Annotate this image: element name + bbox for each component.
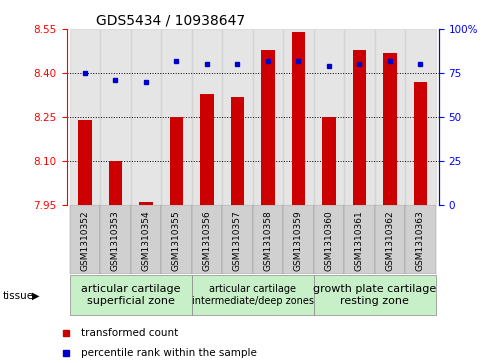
Bar	[139, 202, 153, 205]
Text: ▶: ▶	[32, 291, 39, 301]
Bar	[291, 32, 305, 205]
FancyBboxPatch shape	[192, 205, 222, 274]
FancyBboxPatch shape	[70, 275, 192, 315]
Text: GSM1310362: GSM1310362	[386, 211, 394, 271]
FancyBboxPatch shape	[161, 205, 192, 274]
FancyBboxPatch shape	[405, 205, 436, 274]
FancyBboxPatch shape	[283, 205, 314, 274]
Bar	[108, 161, 122, 205]
Bar	[252, 29, 283, 205]
Text: GSM1310361: GSM1310361	[355, 211, 364, 272]
Text: tissue: tissue	[2, 291, 34, 301]
Text: GSM1310357: GSM1310357	[233, 211, 242, 272]
Text: GSM1310356: GSM1310356	[203, 211, 211, 272]
Text: GSM1310360: GSM1310360	[324, 211, 333, 272]
Text: transformed count: transformed count	[80, 328, 178, 338]
Bar	[161, 29, 192, 205]
Text: GSM1310358: GSM1310358	[263, 211, 273, 272]
FancyBboxPatch shape	[70, 205, 100, 274]
Text: GSM1310359: GSM1310359	[294, 211, 303, 272]
Bar	[375, 29, 405, 205]
Bar	[100, 29, 131, 205]
FancyBboxPatch shape	[100, 205, 131, 274]
Bar	[405, 29, 436, 205]
Text: GSM1310352: GSM1310352	[80, 211, 89, 271]
FancyBboxPatch shape	[314, 205, 344, 274]
FancyBboxPatch shape	[192, 275, 314, 315]
Bar	[222, 29, 252, 205]
FancyBboxPatch shape	[131, 205, 161, 274]
FancyBboxPatch shape	[222, 205, 252, 274]
Text: GDS5434 / 10938647: GDS5434 / 10938647	[96, 14, 246, 28]
Text: growth plate cartilage
resting zone: growth plate cartilage resting zone	[313, 284, 436, 306]
Bar	[344, 29, 375, 205]
Bar	[383, 53, 397, 205]
Text: articular cartilage
superficial zone: articular cartilage superficial zone	[81, 284, 180, 306]
Bar	[170, 117, 183, 205]
Bar	[414, 82, 427, 205]
FancyBboxPatch shape	[344, 205, 375, 274]
Text: GSM1310354: GSM1310354	[141, 211, 150, 271]
Bar	[261, 50, 275, 205]
Bar	[131, 29, 161, 205]
Text: GSM1310355: GSM1310355	[172, 211, 181, 272]
Bar	[70, 29, 100, 205]
Text: GSM1310353: GSM1310353	[111, 211, 120, 272]
Text: GSM1310363: GSM1310363	[416, 211, 425, 272]
FancyBboxPatch shape	[314, 275, 436, 315]
Bar	[200, 94, 214, 205]
FancyBboxPatch shape	[252, 205, 283, 274]
Bar	[192, 29, 222, 205]
Bar	[352, 50, 366, 205]
Bar	[322, 117, 336, 205]
Bar	[314, 29, 344, 205]
FancyBboxPatch shape	[375, 205, 405, 274]
Bar	[231, 97, 244, 205]
Text: articular cartilage
intermediate/deep zones: articular cartilage intermediate/deep zo…	[192, 284, 314, 306]
Bar	[283, 29, 314, 205]
Bar	[78, 120, 92, 205]
Text: percentile rank within the sample: percentile rank within the sample	[80, 348, 256, 358]
